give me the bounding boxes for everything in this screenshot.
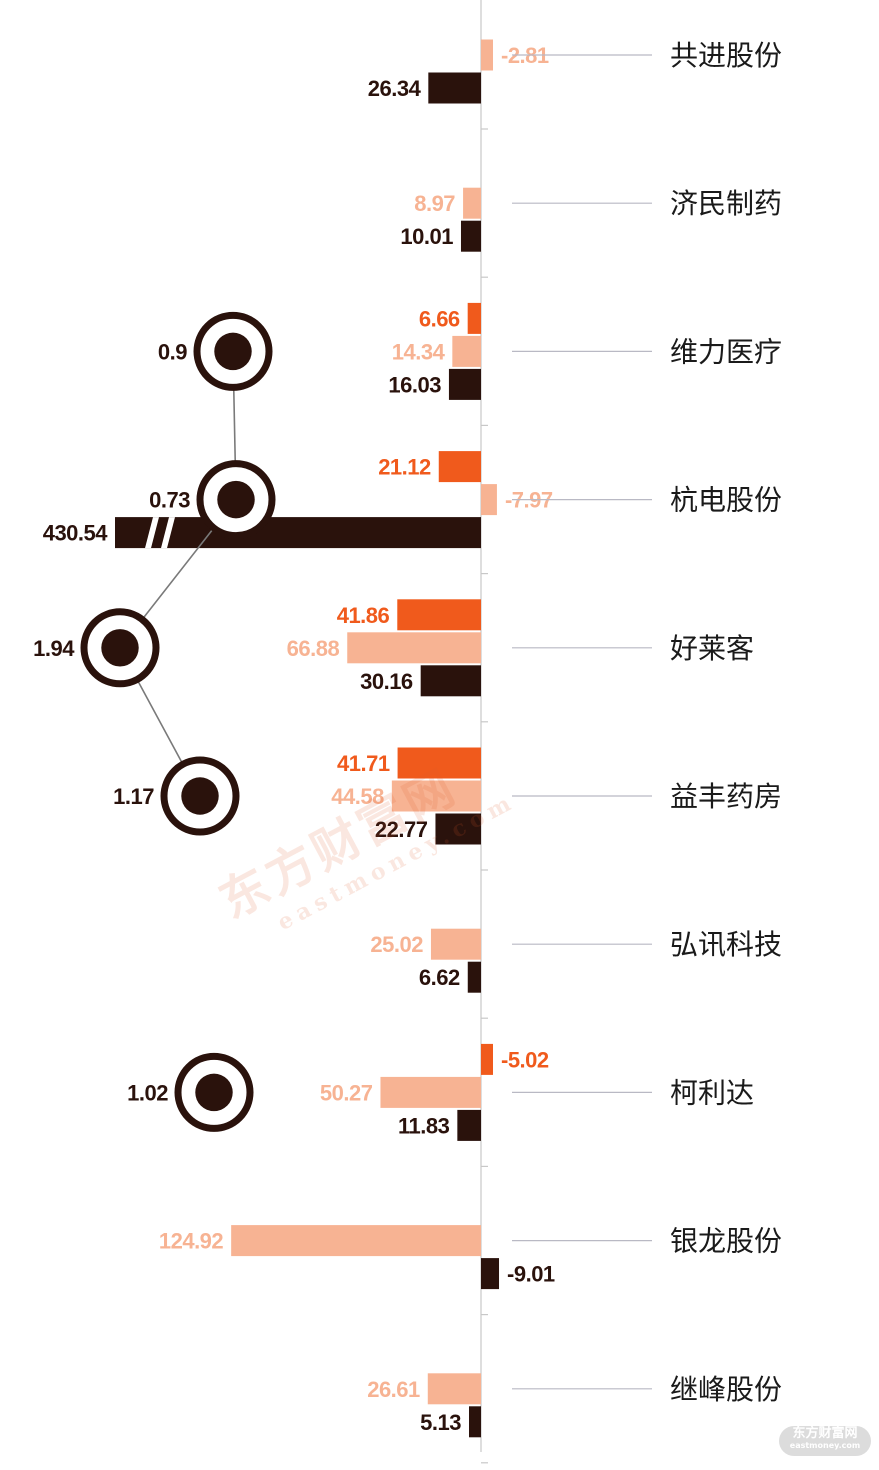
value-label: 21.12 (378, 455, 431, 480)
value-label: 41.71 (337, 751, 390, 776)
value-label: 50.27 (320, 1080, 373, 1105)
bar-s3 (457, 1110, 481, 1141)
bubble-dot (195, 1074, 232, 1111)
bar-s3 (461, 221, 481, 252)
category-label: 弘讯科技 (670, 928, 782, 961)
value-label: 6.62 (419, 965, 460, 990)
bar-s3 (469, 1406, 481, 1437)
value-label: 41.86 (337, 603, 390, 628)
logo-cn: 东方财富网 (792, 1426, 857, 1441)
bar-s2 (431, 929, 481, 960)
value-label: -9.01 (507, 1262, 555, 1287)
category-label: 共进股份 (670, 39, 782, 72)
bar-s3 (449, 369, 481, 400)
category-label: 益丰药房 (670, 780, 782, 813)
bubble-label: 1.94 (33, 636, 75, 661)
bar-s3 (421, 665, 481, 696)
category-label: 杭电股份 (670, 484, 782, 517)
bar-s1 (439, 451, 481, 482)
category-label: 维力医疗 (670, 335, 782, 368)
value-label: 11.83 (398, 1113, 450, 1138)
bar-s1 (397, 599, 481, 630)
value-label: -5.02 (501, 1047, 549, 1072)
bar-s2 (452, 336, 481, 367)
bar-s2 (463, 188, 481, 219)
bar-s3 (468, 962, 481, 993)
bubble-label: 0.73 (149, 488, 190, 513)
value-label: 124.92 (159, 1229, 224, 1254)
bubble-label: 1.17 (113, 784, 154, 809)
bubble-label: 1.02 (127, 1080, 168, 1105)
bar-s1 (481, 1044, 493, 1075)
bar-s1 (468, 303, 481, 334)
bar-s2 (481, 484, 497, 515)
value-label: 25.02 (370, 932, 423, 957)
value-label: 16.03 (388, 372, 441, 397)
category-label: 继峰股份 (670, 1373, 782, 1406)
value-label: 5.13 (420, 1410, 461, 1435)
value-label: 8.97 (414, 191, 455, 216)
bubble-dot (217, 481, 254, 518)
bubble-connector (120, 351, 236, 796)
category-label: 银龙股份 (670, 1225, 782, 1258)
eastmoney-logo: 东方财富网 eastmoney.com (779, 1426, 871, 1456)
bar-s2 (380, 1077, 481, 1108)
bubble-dot (101, 629, 138, 666)
logo-en: eastmoney.com (779, 1441, 871, 1451)
bar-s2 (481, 40, 493, 71)
bar-s2 (428, 1373, 481, 1404)
value-label: 30.16 (360, 669, 413, 694)
bar-s2 (231, 1225, 481, 1256)
value-label: 26.34 (368, 76, 422, 101)
value-label: 6.66 (419, 306, 460, 331)
value-label: 66.88 (287, 636, 340, 661)
value-label: 26.61 (367, 1377, 420, 1402)
bubble-dot (181, 777, 218, 814)
bubble-label: 0.9 (158, 339, 187, 364)
value-label: 14.34 (392, 339, 446, 364)
bubble-dot (214, 333, 251, 370)
bar-s3 (481, 1258, 499, 1289)
bar-s2 (347, 632, 481, 663)
category-label: 柯利达 (670, 1076, 754, 1109)
category-label: 好莱客 (670, 632, 754, 665)
category-label: 济民制药 (670, 187, 782, 220)
bar-s3 (428, 73, 481, 104)
value-label: 10.01 (400, 224, 453, 249)
value-label: 430.54 (43, 521, 109, 546)
